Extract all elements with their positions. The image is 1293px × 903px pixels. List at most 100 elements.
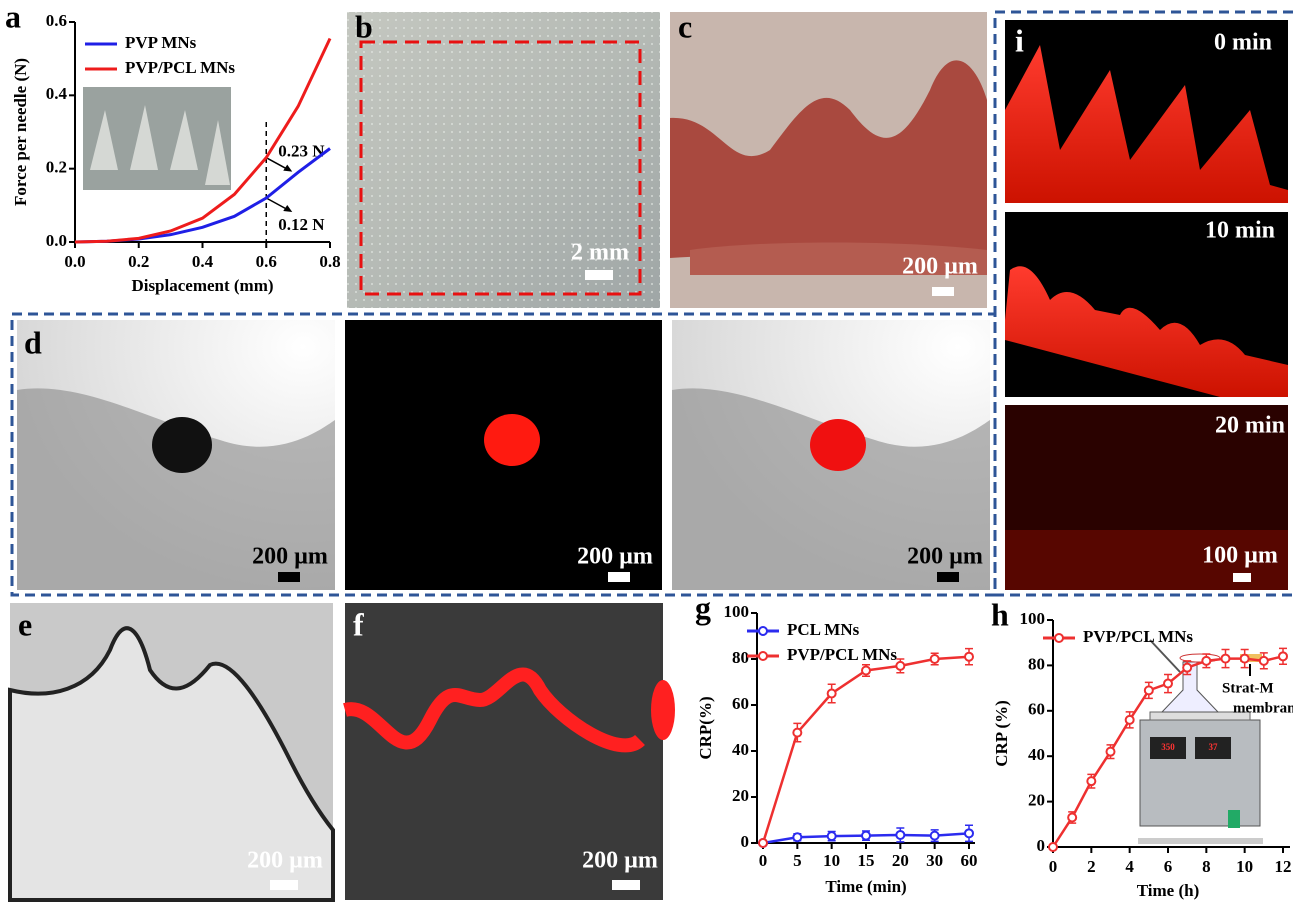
annotation: 0.12 N — [278, 215, 325, 234]
needles — [1005, 45, 1288, 203]
y-axis-label: Force per needle (N) — [11, 58, 30, 206]
switch — [1228, 810, 1240, 828]
scale-label: 200 µm — [577, 544, 653, 570]
group-outline — [993, 10, 1293, 597]
inset-label: Strat-M — [1222, 680, 1274, 696]
scale-bar — [612, 880, 640, 890]
fluorescence — [651, 680, 675, 740]
scale-bar — [932, 287, 954, 296]
stand — [1138, 838, 1263, 844]
data-point — [1278, 651, 1288, 662]
data-point — [861, 830, 871, 841]
legend-marker — [1054, 633, 1064, 643]
dissolving-needles — [1005, 266, 1288, 397]
scale-label: 200 µm — [252, 544, 328, 570]
data-point — [1258, 655, 1269, 666]
y-tick-label: 100 — [1020, 609, 1046, 628]
x-tick-label: 5 — [793, 851, 802, 870]
setup-diagram: Strat-M membrane 350 37 — [1138, 639, 1293, 844]
display-value: 350 — [1161, 742, 1175, 752]
region-outline — [359, 40, 642, 296]
scale-label: 200 µm — [907, 544, 983, 570]
tissue — [672, 388, 990, 590]
legend-label: PVP/PCL MNs — [1083, 627, 1193, 646]
x-tick-label: 0.2 — [128, 252, 149, 271]
x-tick-label: 10 — [1236, 857, 1253, 876]
inset-label: membrane — [1233, 700, 1293, 716]
y-tick-label: 20 — [732, 786, 749, 805]
x-tick-label: 30 — [926, 851, 943, 870]
series-line — [761, 655, 970, 844]
panel-label: b — [355, 8, 373, 44]
tissue — [670, 60, 987, 258]
x-tick-label: 0.6 — [256, 252, 277, 271]
x-tick-label: 60 — [961, 851, 978, 870]
scale-label: 200 µm — [582, 848, 658, 874]
x-axis-label: Displacement (mm) — [131, 276, 273, 295]
y-tick-label: 0 — [741, 832, 750, 851]
annotation-arrow — [265, 197, 289, 211]
panel-label: g — [695, 589, 711, 625]
y-tick-label: 60 — [1028, 700, 1045, 719]
stirrer — [1139, 719, 1261, 827]
scale-bar — [1233, 573, 1251, 582]
x-tick-label: 4 — [1125, 857, 1134, 876]
caption: 0 min — [1214, 30, 1272, 56]
scale-bar — [608, 572, 630, 582]
data-point — [964, 651, 974, 662]
display-value: 37 — [1209, 742, 1219, 752]
scale-bar — [270, 880, 298, 890]
tissue — [17, 388, 335, 590]
inset-needles — [90, 105, 230, 185]
data-point — [826, 831, 837, 842]
photo-f — [345, 603, 663, 900]
x-tick-label: 15 — [858, 851, 875, 870]
tissue — [8, 626, 335, 902]
y-tick-label: 0.4 — [46, 84, 68, 103]
x-axis-label: Time (h) — [1137, 881, 1200, 900]
panel-label: e — [18, 606, 32, 642]
x-tick-label: 0 — [759, 851, 768, 870]
annotation: 0.23 N — [278, 142, 325, 161]
legend-label: PVP/PCL MNs — [787, 645, 897, 664]
data-point — [1105, 746, 1116, 757]
legend-marker — [758, 626, 768, 636]
photo-b-texture — [347, 12, 660, 308]
membrane-piece — [1240, 654, 1262, 662]
y-tick-label: 0.0 — [46, 231, 67, 250]
data-point — [861, 665, 871, 676]
annotation-arrow — [265, 157, 289, 171]
data-point — [1182, 662, 1193, 673]
drug-region — [152, 417, 212, 473]
data-point — [1067, 812, 1078, 823]
legend-marker — [758, 651, 768, 661]
y-axis-label: CRP (%) — [992, 700, 1011, 767]
legend-label: PVP MNs — [125, 33, 197, 52]
y-tick-label: 80 — [1028, 654, 1045, 673]
panel-label: a — [5, 0, 21, 34]
scale-label: 200 µm — [902, 254, 978, 280]
fluorescence — [484, 414, 540, 466]
data-point — [1239, 653, 1250, 664]
caption: 20 min — [1215, 413, 1285, 439]
x-tick-label: 0 — [1049, 857, 1058, 876]
data-point — [895, 660, 906, 671]
x-tick-label: 10 — [823, 851, 840, 870]
x-tick-label: 0.0 — [64, 252, 85, 271]
data-point — [758, 838, 768, 848]
data-point — [1143, 685, 1154, 696]
y-tick-label: 80 — [732, 648, 749, 667]
display — [1195, 737, 1231, 759]
x-tick-label: 2 — [1087, 857, 1096, 876]
y-tick-label: 0.2 — [46, 158, 67, 177]
scale-bar — [278, 572, 300, 582]
y-tick-label: 0 — [1037, 836, 1046, 855]
data-point — [895, 829, 906, 840]
scale-label: 2 mm — [571, 240, 629, 266]
panel-label: f — [353, 606, 364, 642]
y-tick-label: 20 — [1028, 791, 1045, 810]
x-tick-label: 0.4 — [192, 252, 214, 271]
y-axis-label: CRP(%) — [696, 696, 715, 759]
y-tick-label: 60 — [732, 694, 749, 713]
